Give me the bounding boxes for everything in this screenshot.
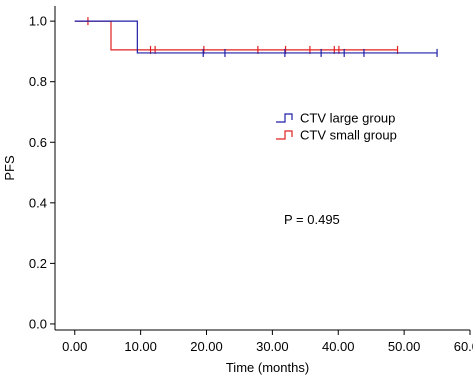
x-tick-label: 20.00	[190, 339, 223, 354]
x-tick-label: 10.00	[124, 339, 157, 354]
y-tick-label: 0.8	[29, 74, 47, 89]
y-tick-label: 0.2	[29, 256, 47, 271]
axes	[54, 6, 470, 331]
x-tick-label: 0.00	[62, 339, 87, 354]
x-tick-label: 50.00	[388, 339, 421, 354]
legend-label: CTV small group	[300, 128, 397, 143]
km-step-line	[74, 20, 438, 54]
y-axis-label: PFS	[2, 155, 17, 181]
legend-label: CTV large group	[300, 111, 395, 126]
x-tick-label: 30.00	[256, 339, 289, 354]
km-step-line	[74, 20, 398, 51]
y-tick-label: 0.4	[29, 195, 47, 210]
legend-swatch	[276, 130, 293, 140]
series-ctv-small	[74, 17, 399, 54]
legend-item-ctv-large: CTV large group	[276, 111, 395, 126]
y-tick-label: 0.0	[29, 316, 47, 331]
ticks: 0.00 10.00 20.00 30.00 40.00 50.00 60.00 0.0 0.2…	[29, 14, 473, 354]
x-axis-label: Time (months)	[226, 360, 309, 375]
x-tick-label: 60.00	[454, 339, 473, 354]
series-ctv-large	[74, 20, 438, 57]
y-tick-label: 0.6	[29, 135, 47, 150]
legend: CTV large group CTV small group	[276, 111, 397, 143]
series-layer	[74, 17, 438, 57]
legend-item-ctv-small: CTV small group	[276, 128, 397, 143]
y-tick-label: 1.0	[29, 14, 47, 29]
x-tick-label: 40.00	[322, 339, 355, 354]
legend-swatch	[276, 113, 293, 123]
p-value-annotation: P = 0.495	[284, 212, 340, 227]
